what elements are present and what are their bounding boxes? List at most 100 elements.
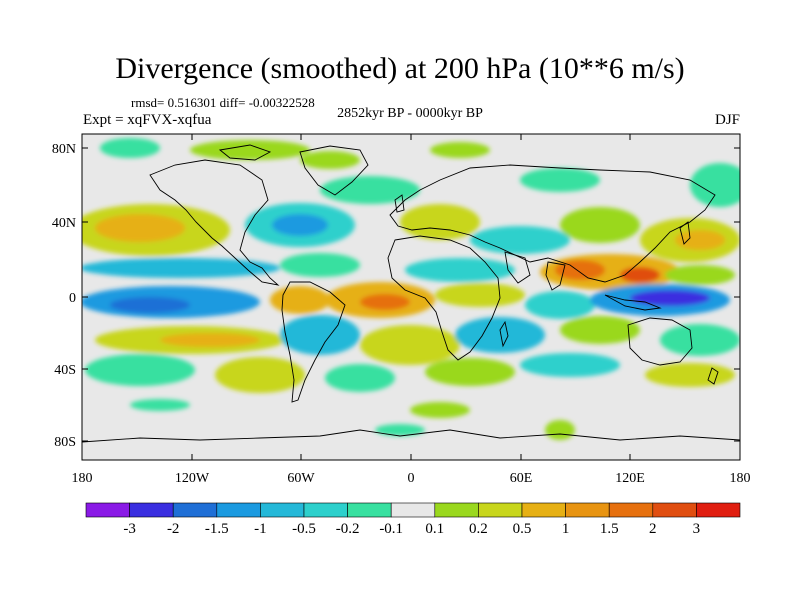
field-blob <box>400 204 480 240</box>
colorbar-swatch <box>85 502 130 518</box>
latitude-axis: 80N 40N 0 40S 80S <box>52 142 740 450</box>
colorbar-label: 1.5 <box>600 521 619 537</box>
colorbar-label: 2 <box>649 521 657 537</box>
colorbar-label: -3 <box>123 521 136 537</box>
colorbar-swatch <box>216 502 261 518</box>
lon-tick-label: 120W <box>175 471 210 486</box>
field-blob <box>280 253 360 277</box>
season-label: DJF <box>714 112 740 128</box>
colorbar-swatch <box>478 502 523 518</box>
field-blob <box>375 424 425 436</box>
field-blob <box>690 163 740 207</box>
field-blob <box>360 294 410 310</box>
field-blob <box>160 333 260 347</box>
stats-line: rmsd= 0.516301 diff= -0.00322528 <box>131 95 315 110</box>
colorbar-swatch <box>565 502 610 518</box>
colorbar-label: -1.5 <box>205 521 229 537</box>
field-blob <box>320 176 420 204</box>
divergence-field <box>82 134 740 460</box>
experiment-label: Expt = xqFVX-xqfua <box>83 112 212 128</box>
longitude-axis: 180 120W 60W 0 60E 120E 180 <box>72 134 751 486</box>
lon-tick-label: 0 <box>408 471 415 486</box>
field-blob <box>455 317 545 353</box>
colorbar-swatch <box>390 502 436 518</box>
colorbar-swatch <box>303 502 348 518</box>
colorbar-label: -1 <box>254 521 267 537</box>
colorbar-swatch <box>696 502 741 518</box>
field-blob <box>630 290 710 306</box>
field-blob <box>325 364 395 392</box>
field-blob <box>665 265 735 285</box>
lat-tick-label: 80N <box>52 142 76 157</box>
coastline-arabia <box>504 251 531 284</box>
field-blob <box>85 354 195 386</box>
colorbar-label: -2 <box>167 521 180 537</box>
coastlines <box>82 144 740 443</box>
field-blob <box>405 258 515 282</box>
colorbar-swatch <box>260 502 305 518</box>
colorbar-swatch <box>347 502 392 518</box>
field-blob <box>300 151 360 169</box>
coastline-north-america <box>149 159 280 286</box>
field-blob <box>520 168 600 192</box>
coastline-arctic-islands <box>218 144 272 161</box>
colorbar: -3 -2 -1.5 -1 -0.5 -0.2 -0.1 0.1 0.2 0.5 1 1.5 2 3 <box>85 502 741 537</box>
field-blob <box>560 316 640 344</box>
coastline-antarctica <box>82 429 740 443</box>
coastline-new-zealand <box>707 367 719 385</box>
colorbar-label: 3 <box>693 521 701 537</box>
field-blob <box>645 363 735 387</box>
field-blob <box>110 297 190 313</box>
lon-tick-label: 180 <box>72 471 93 486</box>
coastline-uk <box>394 194 405 213</box>
field-blob <box>410 402 470 418</box>
field-blob <box>280 315 360 355</box>
colorbar-label: 0.2 <box>469 521 488 537</box>
coastline-australia <box>627 317 693 366</box>
field-blob <box>360 325 460 365</box>
field-blob <box>470 226 570 254</box>
coastline-africa <box>387 235 501 361</box>
field-blob <box>270 286 330 314</box>
lat-tick-label: 80S <box>54 435 76 450</box>
colorbar-swatch <box>172 502 218 518</box>
lon-tick-label: 120E <box>615 471 645 486</box>
colorbar-swatch <box>521 502 566 518</box>
coastline-indonesia <box>604 294 662 311</box>
colorbar-swatch <box>129 502 174 518</box>
field-blob <box>525 291 595 319</box>
colorbar-swatch <box>652 502 697 518</box>
field-blob <box>190 140 310 160</box>
field-blob <box>555 260 605 280</box>
colorbar-swatch <box>608 502 654 518</box>
coastline-japan <box>679 221 691 245</box>
field-blob <box>675 230 725 250</box>
field-blob <box>95 214 185 242</box>
colorbar-label: -0.2 <box>336 521 360 537</box>
coastline-south-america <box>281 281 346 403</box>
field-blob <box>272 214 328 236</box>
map-title: Divergence (smoothed) at 200 hPa (10**6 … <box>115 52 685 85</box>
field-blob <box>620 267 660 283</box>
lon-tick-label: 180 <box>730 471 751 486</box>
lat-tick-label: 40S <box>54 363 76 378</box>
field-blob <box>100 138 160 158</box>
field-blob <box>425 358 515 386</box>
coastline-eurasia <box>389 164 716 283</box>
lat-tick-label: 40N <box>52 216 76 231</box>
coastline-india <box>545 261 566 291</box>
field-blob <box>520 353 620 377</box>
coastline-madagascar <box>499 320 509 348</box>
colorbar-label: 0.1 <box>425 521 444 537</box>
field-blob <box>545 420 575 440</box>
colorbar-label: 1 <box>562 521 570 537</box>
field-blob <box>82 258 280 278</box>
field-blob <box>435 283 525 307</box>
coastline-greenland <box>299 145 369 196</box>
period-label: 2852kyr BP - 0000kyr BP <box>337 106 483 121</box>
lat-tick-label: 0 <box>69 291 76 306</box>
field-blob <box>215 357 305 393</box>
colorbar-swatch <box>434 502 479 518</box>
lon-tick-label: 60W <box>287 471 315 486</box>
